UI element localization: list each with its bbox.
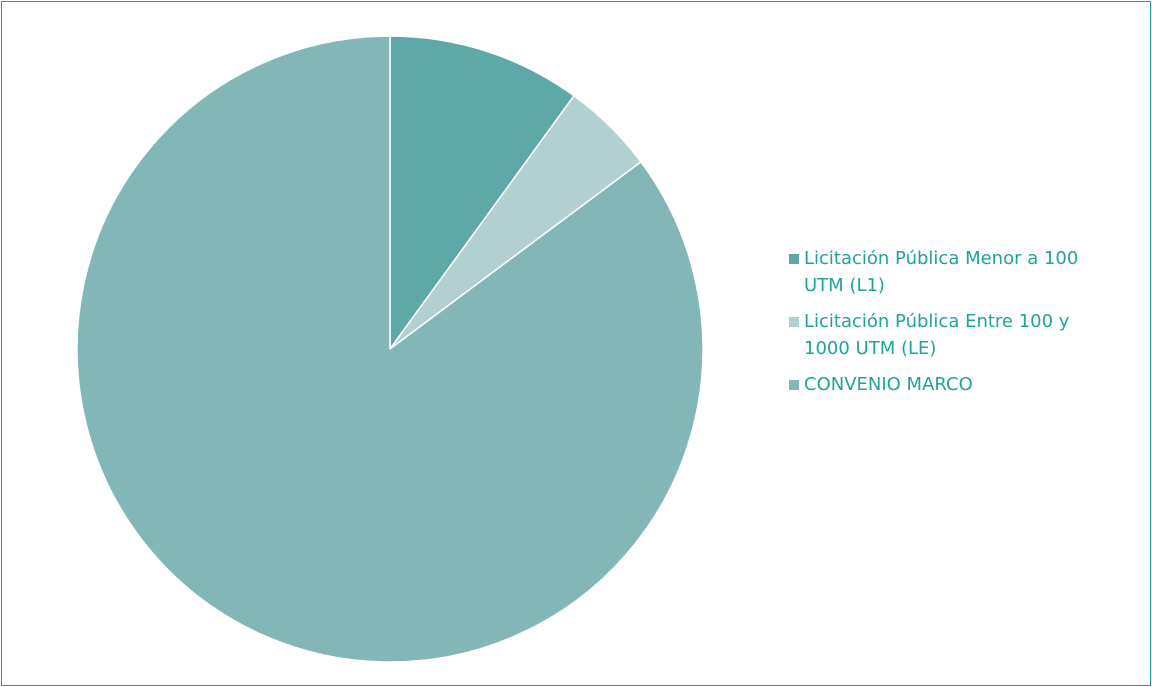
legend-item-le: Licitación Pública Entre 100 y 1000 UTM … [789,308,1119,362]
pie-slice-convenio-marco [76,35,704,663]
legend-swatch-le [789,317,799,327]
legend-swatch-l1 [789,254,799,264]
pie-slice-l1 [389,35,575,350]
legend-item-convenio-marco: CONVENIO MARCO [789,371,1119,398]
legend-label-le: Licitación Pública Entre 100 y 1000 UTM … [804,311,1070,359]
chart-legend: Licitación Pública Menor a 100 UTM (L1) … [789,245,1119,407]
legend-label-convenio-marco: CONVENIO MARCO [804,374,973,395]
legend-swatch-convenio-marco [789,380,799,390]
legend-item-l1: Licitación Pública Menor a 100 UTM (L1) [789,245,1119,299]
legend-label-l1: Licitación Pública Menor a 100 UTM (L1) [804,248,1079,296]
